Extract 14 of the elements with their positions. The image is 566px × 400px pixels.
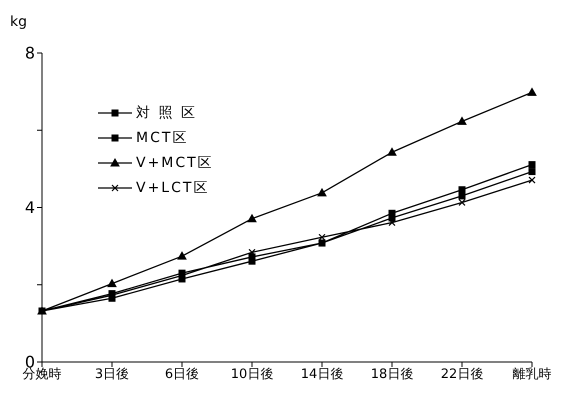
legend-label: V+MCT区 (136, 154, 214, 172)
y-axis-title: kg (10, 14, 27, 30)
y-tick-label: 8 (24, 44, 35, 63)
legend-label: MCT区 (136, 128, 188, 146)
x-tick-label: 10日後 (230, 367, 274, 382)
y-tick-label: 4 (24, 198, 35, 218)
x-tick-label: 6日後 (164, 367, 200, 382)
x-tick-label: 18日後 (370, 367, 414, 382)
x-tick-label: 3日後 (94, 367, 130, 382)
x-tick-label: 離乳時 (512, 367, 552, 382)
x-tick-label: 22日後 (440, 367, 484, 382)
x-tick-label: 14日後 (300, 367, 344, 382)
legend-label: V+LCT区 (136, 178, 210, 196)
legend-label: 対 照 区 (136, 104, 197, 122)
